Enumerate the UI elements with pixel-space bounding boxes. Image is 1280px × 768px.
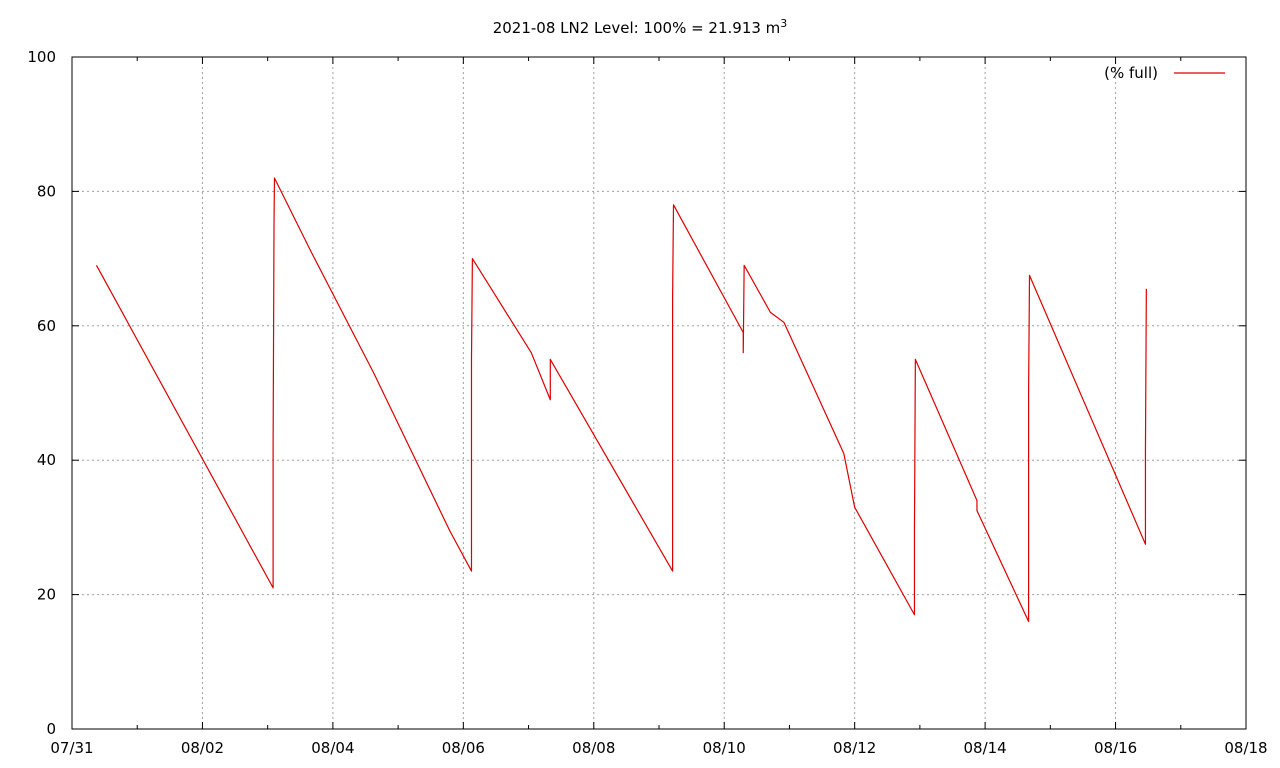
ticks-layer: 0 20 40 60 80 100 07/31 08/02 08/04 08/06 08/08 08/… <box>27 48 1267 757</box>
y-tick-label: 20 <box>37 586 56 604</box>
chart-title-superscript: 3 <box>780 17 787 30</box>
grid-layer <box>72 57 1246 729</box>
y-tick-label: 100 <box>27 48 56 66</box>
x-tick-label: 08/08 <box>572 739 615 757</box>
x-tick-label: 08/18 <box>1224 739 1267 757</box>
series-line-0 <box>95 177 1147 623</box>
chart-title: 2021-08 LN2 Level: 100% = 21.913 m3 <box>493 17 788 37</box>
series-layer <box>95 177 1147 623</box>
y-tick-label: 80 <box>37 182 56 200</box>
chart-title-main: 2021-08 LN2 Level: 100% = 21.913 m <box>493 19 781 37</box>
x-tick-label: 08/02 <box>181 739 224 757</box>
x-tick-label: 08/04 <box>311 739 354 757</box>
x-tick-label: 07/31 <box>50 739 93 757</box>
y-tick-label: 40 <box>37 451 56 469</box>
x-tick-label: 08/14 <box>963 739 1006 757</box>
legend: (% full) <box>1104 64 1225 82</box>
y-tick-label: 0 <box>46 720 56 738</box>
legend-label: (% full) <box>1104 64 1158 82</box>
plot-frame <box>71 56 1247 730</box>
x-tick-label: 08/06 <box>442 739 485 757</box>
x-tick-label: 08/10 <box>703 739 746 757</box>
y-tick-label: 60 <box>37 317 56 335</box>
x-tick-label: 08/16 <box>1094 739 1137 757</box>
x-tick-label: 08/12 <box>833 739 876 757</box>
